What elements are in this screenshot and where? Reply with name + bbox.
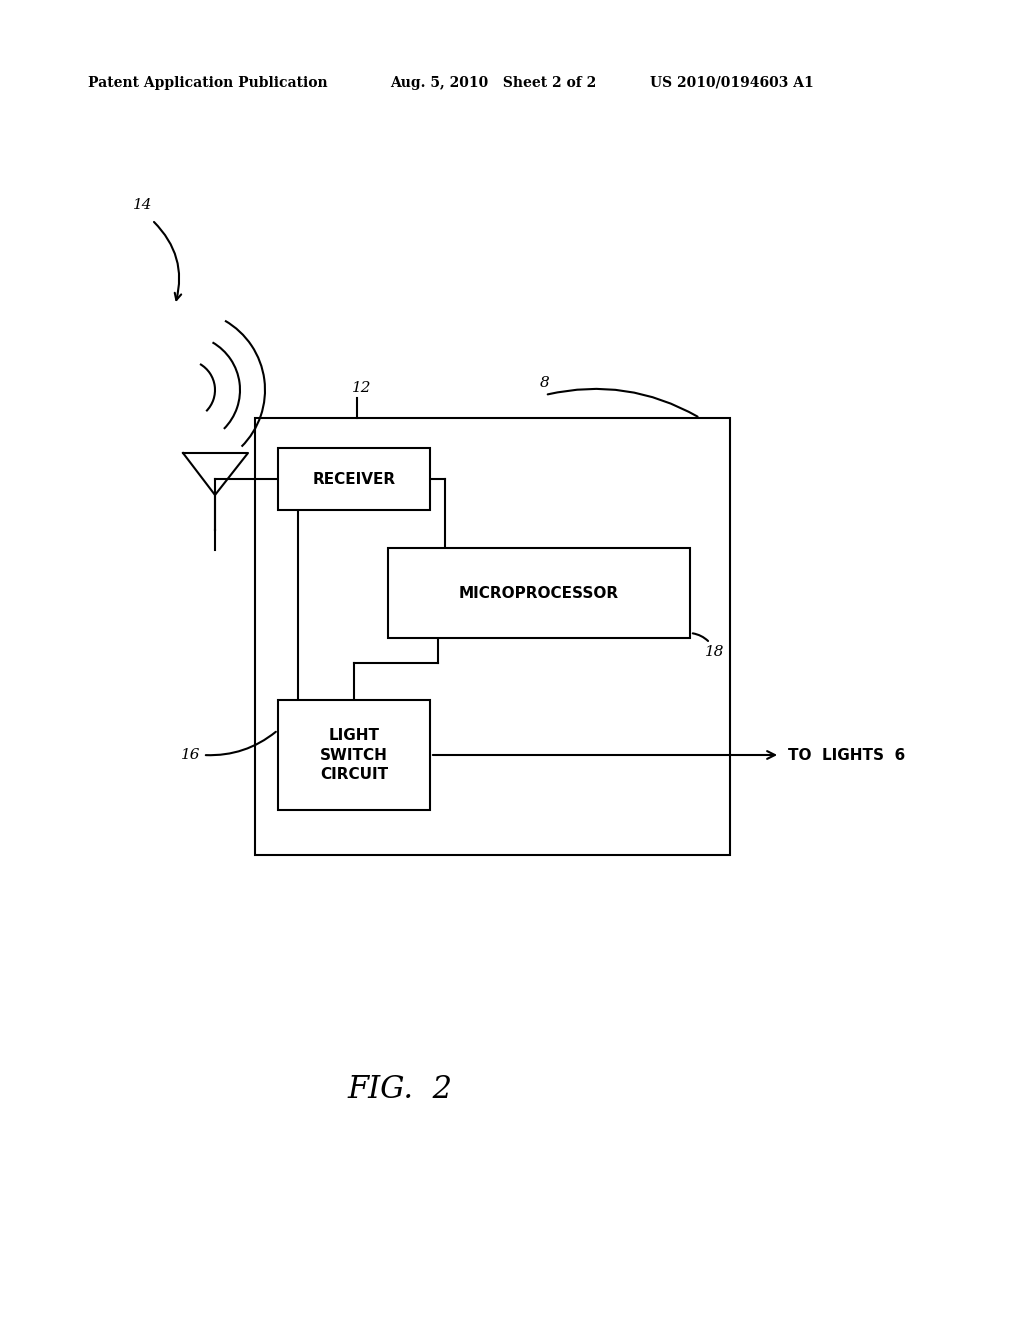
Text: US 2010/0194603 A1: US 2010/0194603 A1: [650, 77, 814, 90]
Text: 18: 18: [705, 645, 725, 659]
Text: LIGHT
SWITCH
CIRCUIT: LIGHT SWITCH CIRCUIT: [319, 727, 388, 783]
Bar: [388, 548, 690, 638]
Bar: [278, 700, 430, 810]
Text: FIG.  2: FIG. 2: [347, 1074, 453, 1106]
Text: 14: 14: [133, 198, 153, 213]
Text: RECEIVER: RECEIVER: [312, 471, 395, 487]
Text: 8: 8: [540, 376, 550, 389]
Text: Aug. 5, 2010   Sheet 2 of 2: Aug. 5, 2010 Sheet 2 of 2: [390, 77, 596, 90]
Text: Patent Application Publication: Patent Application Publication: [88, 77, 328, 90]
Text: 16: 16: [180, 748, 200, 762]
Bar: [278, 447, 430, 510]
Bar: [255, 418, 730, 855]
Text: MICROPROCESSOR: MICROPROCESSOR: [459, 586, 620, 601]
Text: TO  LIGHTS  6: TO LIGHTS 6: [788, 747, 905, 763]
Text: 12: 12: [352, 381, 372, 395]
